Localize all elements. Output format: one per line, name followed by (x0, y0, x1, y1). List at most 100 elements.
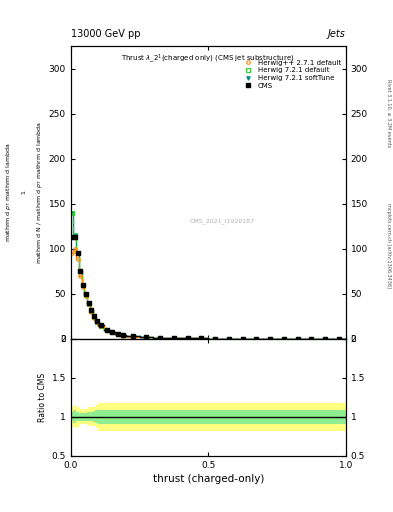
Herwig 7.2.1 softTune (254, 335, 259, 342)
Herwig++ 2.7.1 default (110, 329, 114, 335)
Herwig 7.2.1 softTune (199, 335, 204, 342)
Herwig 7.2.1 softTune (240, 335, 245, 342)
Text: 13000 GeV pp: 13000 GeV pp (71, 29, 140, 39)
CMS (78, 268, 83, 274)
CMS (185, 335, 190, 342)
Herwig++ 2.7.1 default (144, 334, 149, 340)
Herwig++ 2.7.1 default (254, 335, 259, 342)
Herwig 7.2.1 default (323, 335, 328, 342)
Herwig++ 2.7.1 default (130, 333, 135, 339)
X-axis label: thrust (charged-only): thrust (charged-only) (152, 474, 264, 484)
Herwig 7.2.1 default (240, 335, 245, 342)
Herwig 7.2.1 default (268, 335, 272, 342)
CMS (240, 335, 245, 342)
Herwig 7.2.1 softTune (70, 209, 75, 216)
Text: mcplots.cern.ch [arXiv:1306.3436]: mcplots.cern.ch [arXiv:1306.3436] (386, 203, 391, 288)
Herwig++ 2.7.1 default (185, 335, 190, 342)
Herwig++ 2.7.1 default (115, 331, 120, 337)
CMS (92, 313, 97, 319)
Herwig 7.2.1 softTune (281, 335, 286, 342)
Herwig 7.2.1 default (94, 318, 99, 325)
Herwig 7.2.1 softTune (78, 268, 83, 274)
Herwig 7.2.1 softTune (86, 301, 91, 307)
Herwig++ 2.7.1 default (78, 272, 83, 279)
CMS (99, 322, 103, 328)
Herwig 7.2.1 softTune (99, 323, 103, 329)
Herwig 7.2.1 softTune (89, 308, 94, 314)
Herwig 7.2.1 softTune (158, 335, 163, 341)
CMS (213, 335, 218, 342)
Herwig 7.2.1 softTune (144, 334, 149, 340)
Herwig++ 2.7.1 default (213, 335, 218, 342)
Y-axis label: mathrm d$^2$N
mathrm d $p_T$ mathrm d lambda

1

mathrm d N / mathrm d $p_T$ mat: mathrm d$^2$N mathrm d $p_T$ mathrm d la… (0, 121, 44, 264)
Herwig++ 2.7.1 default (336, 335, 341, 342)
Herwig 7.2.1 softTune (323, 335, 328, 342)
Herwig 7.2.1 softTune (81, 282, 86, 288)
Herwig 7.2.1 default (110, 329, 114, 335)
Herwig++ 2.7.1 default (171, 335, 176, 342)
Herwig++ 2.7.1 default (295, 335, 300, 342)
Herwig 7.2.1 default (171, 335, 176, 342)
Herwig 7.2.1 default (115, 331, 120, 337)
CMS (144, 334, 149, 340)
Herwig++ 2.7.1 default (72, 246, 77, 252)
Herwig 7.2.1 default (226, 335, 231, 342)
CMS (110, 329, 114, 335)
Herwig 7.2.1 default (92, 314, 97, 320)
Herwig 7.2.1 softTune (94, 318, 99, 325)
Line: Herwig 7.2.1 default: Herwig 7.2.1 default (70, 211, 341, 340)
Herwig 7.2.1 default (295, 335, 300, 342)
Herwig++ 2.7.1 default (323, 335, 328, 342)
Herwig 7.2.1 softTune (83, 291, 88, 297)
Herwig 7.2.1 default (158, 335, 163, 341)
Herwig++ 2.7.1 default (104, 327, 109, 333)
Herwig 7.2.1 softTune (171, 335, 176, 342)
Herwig 7.2.1 default (213, 335, 218, 342)
CMS (86, 300, 91, 306)
Herwig 7.2.1 default (144, 334, 149, 340)
CMS (226, 335, 231, 342)
Herwig 7.2.1 softTune (309, 335, 314, 342)
Herwig 7.2.1 softTune (115, 331, 120, 337)
Herwig 7.2.1 softTune (92, 314, 97, 320)
CMS (254, 335, 259, 342)
Text: CMS_2021_I1920187: CMS_2021_I1920187 (189, 219, 255, 224)
Herwig++ 2.7.1 default (240, 335, 245, 342)
Herwig 7.2.1 softTune (104, 327, 109, 333)
Herwig++ 2.7.1 default (226, 335, 231, 342)
Y-axis label: Ratio to CMS: Ratio to CMS (39, 373, 47, 422)
Herwig++ 2.7.1 default (99, 323, 103, 329)
CMS (281, 335, 286, 342)
Herwig 7.2.1 softTune (226, 335, 231, 342)
Herwig++ 2.7.1 default (94, 319, 99, 326)
Herwig 7.2.1 default (89, 308, 94, 314)
Herwig 7.2.1 default (281, 335, 286, 342)
CMS (72, 234, 77, 240)
CMS (295, 335, 300, 342)
Herwig 7.2.1 softTune (185, 335, 190, 342)
Herwig 7.2.1 default (83, 291, 88, 297)
Herwig 7.2.1 default (336, 335, 341, 342)
Herwig 7.2.1 default (199, 335, 204, 342)
Herwig 7.2.1 softTune (213, 335, 218, 342)
Herwig++ 2.7.1 default (281, 335, 286, 342)
Herwig 7.2.1 default (81, 282, 86, 288)
Herwig 7.2.1 default (130, 333, 135, 339)
Herwig 7.2.1 softTune (121, 332, 125, 338)
Herwig 7.2.1 softTune (268, 335, 272, 342)
Herwig++ 2.7.1 default (70, 250, 75, 256)
Text: Rivet 3.1.10, ≥ 3.2M events: Rivet 3.1.10, ≥ 3.2M events (386, 78, 391, 147)
Herwig 7.2.1 default (309, 335, 314, 342)
CMS (171, 335, 176, 342)
Herwig 7.2.1 default (104, 327, 109, 333)
Herwig 7.2.1 softTune (130, 333, 135, 339)
CMS (309, 335, 314, 342)
Herwig++ 2.7.1 default (75, 257, 80, 263)
Herwig 7.2.1 default (121, 332, 125, 338)
Herwig 7.2.1 default (99, 323, 103, 329)
Herwig++ 2.7.1 default (268, 335, 272, 342)
CMS (336, 335, 341, 342)
Herwig++ 2.7.1 default (89, 309, 94, 315)
Herwig 7.2.1 default (78, 268, 83, 274)
Herwig 7.2.1 default (254, 335, 259, 342)
